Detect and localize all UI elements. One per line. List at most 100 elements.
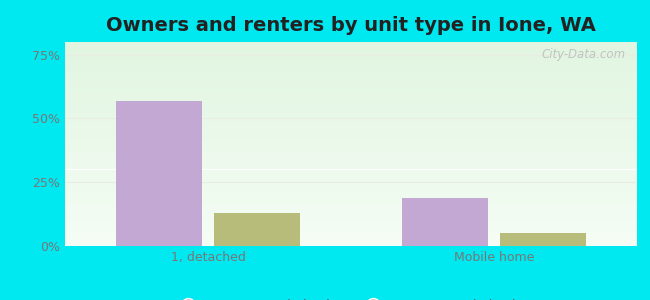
Bar: [65, 184, 637, 185]
Bar: [65, 244, 637, 245]
Bar: [65, 237, 637, 238]
Bar: [65, 208, 637, 209]
Bar: [65, 220, 637, 221]
Bar: [65, 73, 637, 74]
Bar: [65, 65, 637, 66]
Bar: [65, 168, 637, 169]
Bar: [65, 123, 637, 124]
Bar: [65, 113, 637, 114]
Bar: [65, 90, 637, 91]
Bar: [65, 135, 637, 136]
Bar: [65, 153, 637, 154]
Bar: [65, 100, 637, 101]
Bar: [65, 107, 637, 108]
Bar: [65, 59, 637, 60]
Bar: [65, 180, 637, 181]
Legend: Owner occupied units, Renter occupied units: Owner occupied units, Renter occupied un…: [170, 294, 532, 300]
Bar: [65, 173, 637, 174]
Bar: [65, 83, 637, 84]
Bar: [65, 176, 637, 177]
Bar: [65, 92, 637, 93]
Bar: [65, 126, 637, 127]
Bar: [65, 87, 637, 88]
Bar: [65, 196, 637, 197]
Bar: [65, 192, 637, 193]
Bar: [65, 174, 637, 175]
Bar: [65, 202, 637, 203]
Bar: [65, 194, 637, 195]
Bar: [65, 158, 637, 159]
Bar: [65, 70, 637, 71]
Bar: [65, 43, 637, 44]
Bar: [65, 102, 637, 103]
Bar: [65, 77, 637, 78]
Bar: [65, 190, 637, 191]
Bar: [65, 206, 637, 207]
Bar: [65, 207, 637, 208]
Bar: [65, 230, 637, 231]
Bar: [65, 130, 637, 131]
Bar: [65, 128, 637, 129]
Bar: [65, 71, 637, 72]
Bar: [65, 178, 637, 179]
Bar: [65, 53, 637, 54]
Bar: [65, 82, 637, 83]
Bar: [65, 81, 637, 82]
Bar: [65, 155, 637, 156]
Bar: [65, 117, 637, 118]
Bar: [65, 104, 637, 105]
Bar: [65, 240, 637, 241]
Bar: [65, 140, 637, 141]
Bar: [65, 98, 637, 99]
Bar: [65, 172, 637, 173]
Bar: [65, 99, 637, 100]
Bar: [65, 218, 637, 219]
Bar: [65, 216, 637, 217]
Text: City-Data.com: City-Data.com: [541, 48, 625, 61]
Bar: [65, 64, 637, 65]
Bar: [65, 75, 637, 76]
Title: Owners and renters by unit type in Ione, WA: Owners and renters by unit type in Ione,…: [106, 16, 596, 35]
Bar: [65, 89, 637, 90]
Bar: [65, 112, 637, 113]
Bar: [65, 214, 637, 215]
Bar: [65, 199, 637, 200]
Bar: [402, 197, 488, 246]
Bar: [65, 127, 637, 128]
Bar: [65, 134, 637, 135]
Bar: [65, 185, 637, 186]
Bar: [65, 144, 637, 145]
Bar: [65, 163, 637, 164]
Bar: [65, 84, 637, 85]
Bar: [65, 157, 637, 158]
Bar: [65, 200, 637, 201]
Bar: [65, 138, 637, 139]
Bar: [214, 213, 300, 246]
Bar: [65, 228, 637, 229]
Bar: [65, 233, 637, 234]
Bar: [65, 188, 637, 189]
Bar: [65, 215, 637, 216]
Bar: [500, 233, 586, 246]
Bar: [65, 160, 637, 161]
Bar: [65, 241, 637, 242]
Bar: [65, 66, 637, 67]
Bar: [65, 72, 637, 73]
Bar: [65, 103, 637, 104]
Bar: [65, 236, 637, 237]
Bar: [65, 210, 637, 211]
Bar: [65, 166, 637, 167]
Bar: [65, 52, 637, 53]
Bar: [65, 54, 637, 55]
Bar: [65, 167, 637, 168]
Bar: [65, 131, 637, 132]
Bar: [65, 238, 637, 239]
Bar: [65, 225, 637, 226]
Bar: [65, 152, 637, 153]
Bar: [65, 181, 637, 182]
Bar: [65, 139, 637, 140]
Bar: [65, 221, 637, 222]
Bar: [65, 231, 637, 232]
Bar: [65, 60, 637, 61]
Bar: [65, 177, 637, 178]
